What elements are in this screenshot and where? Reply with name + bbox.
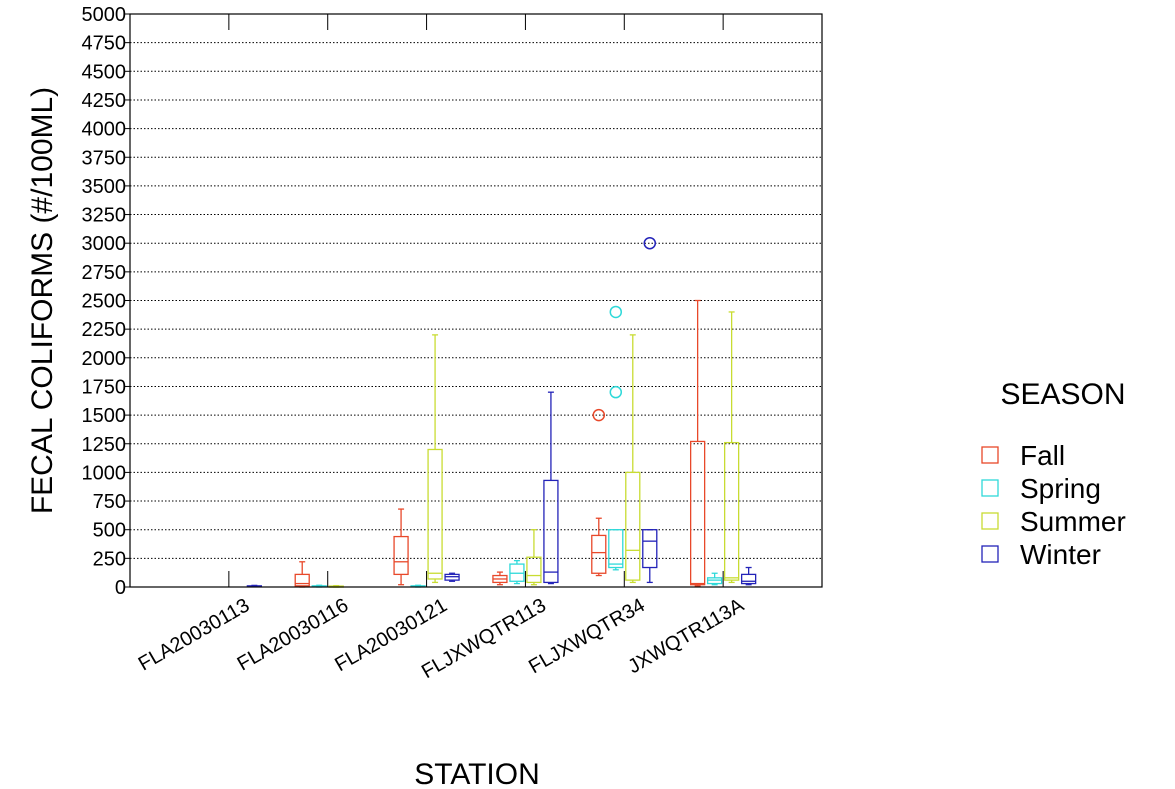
box-summer — [625, 334, 641, 584]
outlier-point — [609, 305, 623, 319]
y-tick-label: 0 — [115, 577, 126, 599]
y-tick-label: 1250 — [82, 434, 127, 456]
box-winter — [642, 236, 658, 584]
box-iqr — [740, 573, 757, 585]
box-fall — [689, 299, 706, 587]
box-summer — [723, 311, 740, 584]
y-tick-label: 1500 — [82, 405, 127, 427]
axis-ticks: 0 250 500 750 1000 1250 1500 1750 2000 2250 2500 27… — [82, 4, 749, 683]
box-winter — [740, 566, 757, 586]
y-tick-label: 4250 — [82, 90, 127, 112]
y-tick-label: 4750 — [82, 33, 127, 55]
y-tick-label: 3750 — [82, 147, 127, 169]
box-summer — [427, 334, 443, 584]
box-iqr — [642, 529, 658, 569]
box-summer — [526, 529, 542, 586]
box-fall — [591, 408, 607, 577]
box-fall — [294, 561, 310, 588]
legend-swatch-fall — [981, 446, 999, 464]
box-winter — [444, 572, 460, 582]
box-spring — [706, 572, 723, 586]
box-spring — [608, 305, 624, 571]
legend-swatch-summer — [981, 512, 999, 530]
box-iqr — [427, 448, 443, 580]
y-tick-label: 5000 — [82, 4, 127, 26]
legend-title: SEASON — [1000, 378, 1125, 411]
grid-lines — [130, 42, 822, 559]
y-tick-label: 1000 — [82, 462, 127, 484]
box-plot-marks — [246, 236, 757, 588]
box-fall — [393, 508, 409, 586]
box-spring — [509, 559, 525, 585]
outlier-point — [609, 385, 623, 399]
box-iqr — [689, 440, 706, 586]
box-iqr — [543, 479, 559, 584]
legend-label-spring: Spring — [1020, 473, 1101, 504]
y-tick-label: 3250 — [82, 205, 127, 227]
box-iqr — [625, 471, 641, 581]
y-tick-label: 750 — [93, 491, 126, 513]
box-iqr — [526, 556, 542, 584]
y-tick-label: 4000 — [82, 119, 127, 141]
y-tick-label: 250 — [93, 548, 126, 570]
y-axis-title: FECAL COLIFORMS (#/100ML) — [26, 87, 59, 514]
y-tick-label: 2750 — [82, 262, 127, 284]
y-tick-label: 2000 — [82, 348, 127, 370]
y-tick-label: 3000 — [82, 233, 127, 255]
outlier-point — [643, 236, 657, 250]
outlier-point — [592, 408, 606, 422]
y-tick-label: 3500 — [82, 176, 127, 198]
legend-label-winter: Winter — [1020, 539, 1101, 570]
box-iqr — [608, 529, 624, 569]
box-iqr — [393, 535, 409, 576]
box-iqr — [591, 534, 607, 574]
box-iqr — [723, 441, 740, 581]
legend-swatch-spring — [981, 479, 999, 497]
box-iqr — [294, 573, 310, 587]
legend-label-summer: Summer — [1020, 506, 1126, 537]
y-tick-label: 500 — [93, 520, 126, 542]
y-tick-label: 4500 — [82, 61, 127, 83]
y-tick-label: 2500 — [82, 291, 127, 313]
x-axis-title: STATION — [414, 758, 540, 789]
legend-swatch-winter — [981, 545, 999, 563]
y-tick-label: 2250 — [82, 319, 127, 341]
box-fall — [492, 571, 508, 586]
y-tick-label: 1750 — [82, 376, 127, 398]
x-tick-label: FLA20030113 — [135, 594, 254, 675]
box-winter — [543, 391, 559, 585]
legend-label-fall: Fall — [1020, 440, 1065, 471]
